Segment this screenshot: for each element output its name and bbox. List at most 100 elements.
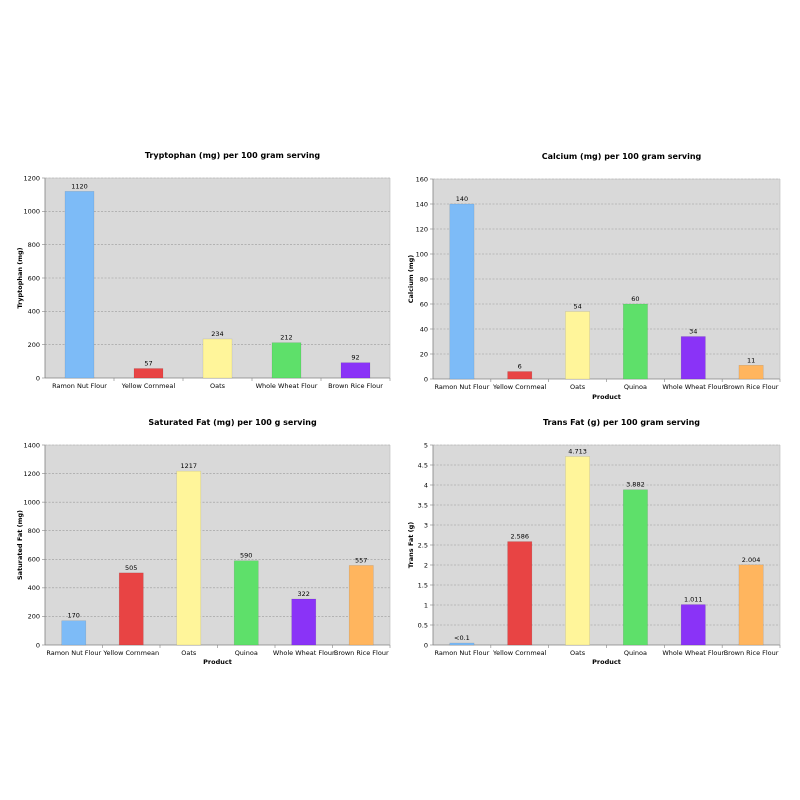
bar-value-label: 11 — [747, 356, 755, 364]
bar — [623, 489, 648, 646]
bar — [565, 311, 590, 380]
y-tick-label: 1000 — [23, 498, 40, 506]
y-tick-label: 5 — [424, 441, 428, 449]
y-tick-label: 4.5 — [418, 461, 428, 469]
x-tick-label: Whole Wheat Flour — [662, 383, 724, 391]
bar-value-label: 60 — [631, 295, 639, 303]
x-tick-label: Oats — [210, 382, 226, 390]
x-tick-label: Yellow Cornmeal — [121, 382, 176, 390]
bar-value-label: 590 — [240, 552, 252, 560]
bar — [340, 362, 371, 379]
bar-value-label: 2.586 — [510, 533, 529, 541]
y-tick-label: 160 — [416, 175, 428, 183]
x-tick-label: Quinoa — [624, 383, 647, 391]
bar — [176, 470, 202, 646]
bar-value-label: 212 — [280, 334, 292, 342]
y-tick-label: 600 — [28, 274, 40, 282]
x-tick-label: Brown Rice Flour — [328, 382, 383, 390]
chart-panel-4: 0 0.5 1 1.5 2 2.5 3 3.5 4 4.5 5 <0.1 Ramon Nut Flour… — [407, 418, 781, 666]
bar — [738, 365, 764, 380]
y-axis-label: Trans Fat (g) — [407, 522, 415, 569]
x-axis-label: Product — [203, 658, 232, 666]
x-axis-label: Product — [592, 658, 621, 666]
bar — [565, 456, 590, 646]
bar-value-label: 140 — [456, 195, 468, 203]
x-tick-label: Quinoa — [624, 649, 647, 657]
bar-value-label: 57 — [144, 360, 152, 368]
bar-value-label: 234 — [211, 330, 223, 338]
x-tick-label: Yellow Cornmean — [102, 649, 159, 657]
x-tick-label: Whole Wheat Flour — [273, 649, 335, 657]
chart-panel-1: 0 200 400 600 800 1000 1200 1120 Ramon Nut Flour… — [16, 151, 391, 390]
bar — [133, 368, 164, 379]
y-axis-label: Tryptophan (mg) — [16, 247, 24, 308]
x-tick-label: Oats — [570, 649, 586, 657]
y-tick-label: 400 — [28, 308, 40, 316]
x-axis-label: Product — [592, 393, 621, 401]
bar — [61, 620, 87, 646]
bar-value-label: 2.004 — [742, 556, 761, 564]
y-tick-label: 2.5 — [418, 541, 428, 549]
bar — [64, 191, 95, 379]
bar — [623, 303, 648, 380]
y-tick-label: 40 — [420, 325, 428, 333]
y-tick-label: 200 — [28, 613, 40, 621]
x-tick-label: Quinoa — [235, 649, 258, 657]
x-tick-label: Brown Rice Flour — [724, 383, 779, 391]
chart-title: Calcium (mg) per 100 gram serving — [542, 152, 702, 161]
bar — [202, 338, 233, 379]
bar — [291, 598, 317, 646]
bar-value-label: 1120 — [71, 182, 88, 190]
x-tick-label: Yellow Cornmeal — [492, 383, 547, 391]
chart-title: Tryptophan (mg) per 100 gram serving — [145, 151, 321, 160]
x-tick-label: Ramon Nut Flour — [435, 649, 490, 657]
y-tick-label: 1 — [424, 601, 428, 609]
y-tick-label: 1400 — [23, 441, 40, 449]
bar-value-label: 6 — [518, 363, 522, 371]
y-tick-label: 1.5 — [418, 581, 428, 589]
bar — [233, 560, 259, 646]
bar-value-label: 322 — [298, 590, 310, 598]
y-tick-label: 60 — [420, 300, 428, 308]
y-tick-label: 0 — [424, 641, 428, 649]
bar — [738, 564, 764, 646]
x-tick-label: Ramon Nut Flour — [46, 649, 101, 657]
y-axis-label: Saturated Fat (mg) — [16, 510, 24, 580]
x-tick-label: Brown Rice Flour — [334, 649, 389, 657]
x-tick-label: Oats — [181, 649, 197, 657]
y-tick-label: 400 — [28, 584, 40, 592]
y-tick-label: 0 — [36, 374, 40, 382]
y-tick-label: 0 — [36, 641, 40, 649]
bar — [271, 342, 302, 379]
x-tick-label: Ramon Nut Flour — [52, 382, 107, 390]
chart-title: Saturated Fat (mg) per 100 g serving — [148, 418, 317, 427]
bar-value-label: 557 — [355, 556, 367, 564]
y-tick-label: 2 — [424, 561, 428, 569]
y-tick-label: 1200 — [23, 174, 40, 182]
bar-value-label: 54 — [573, 303, 581, 311]
y-tick-label: 1200 — [23, 470, 40, 478]
bar-value-label: 1.011 — [684, 596, 703, 604]
y-axis-label: Calcium (mg) — [407, 255, 415, 304]
bar-value-label: 505 — [125, 564, 137, 572]
y-tick-label: 800 — [28, 241, 40, 249]
y-tick-label: 3 — [424, 521, 428, 529]
y-tick-label: 120 — [416, 225, 428, 233]
x-tick-label: Whole Wheat Flour — [256, 382, 318, 390]
bar — [507, 371, 533, 380]
chart-panel-2: 0 20 40 60 80 100 120 140 160 140 Ramon Nut Flour 6… — [407, 152, 781, 401]
y-tick-label: 4 — [424, 481, 428, 489]
bar-value-label: 1217 — [180, 462, 197, 470]
x-tick-label: Ramon Nut Flour — [435, 383, 490, 391]
bar-value-label: 34 — [689, 328, 697, 336]
plot-area — [45, 445, 390, 645]
y-tick-label: 800 — [28, 527, 40, 535]
bar-value-label: 92 — [351, 354, 359, 362]
bar — [507, 541, 533, 646]
bar-value-label: 4.713 — [568, 447, 587, 455]
bar — [680, 604, 706, 646]
y-tick-label: 200 — [28, 341, 40, 349]
x-tick-label: Brown Rice Flour — [724, 649, 779, 657]
chart-panel-3: 0 200 400 600 800 1000 1200 1400 170 Ramon Nut Fl… — [16, 418, 391, 666]
